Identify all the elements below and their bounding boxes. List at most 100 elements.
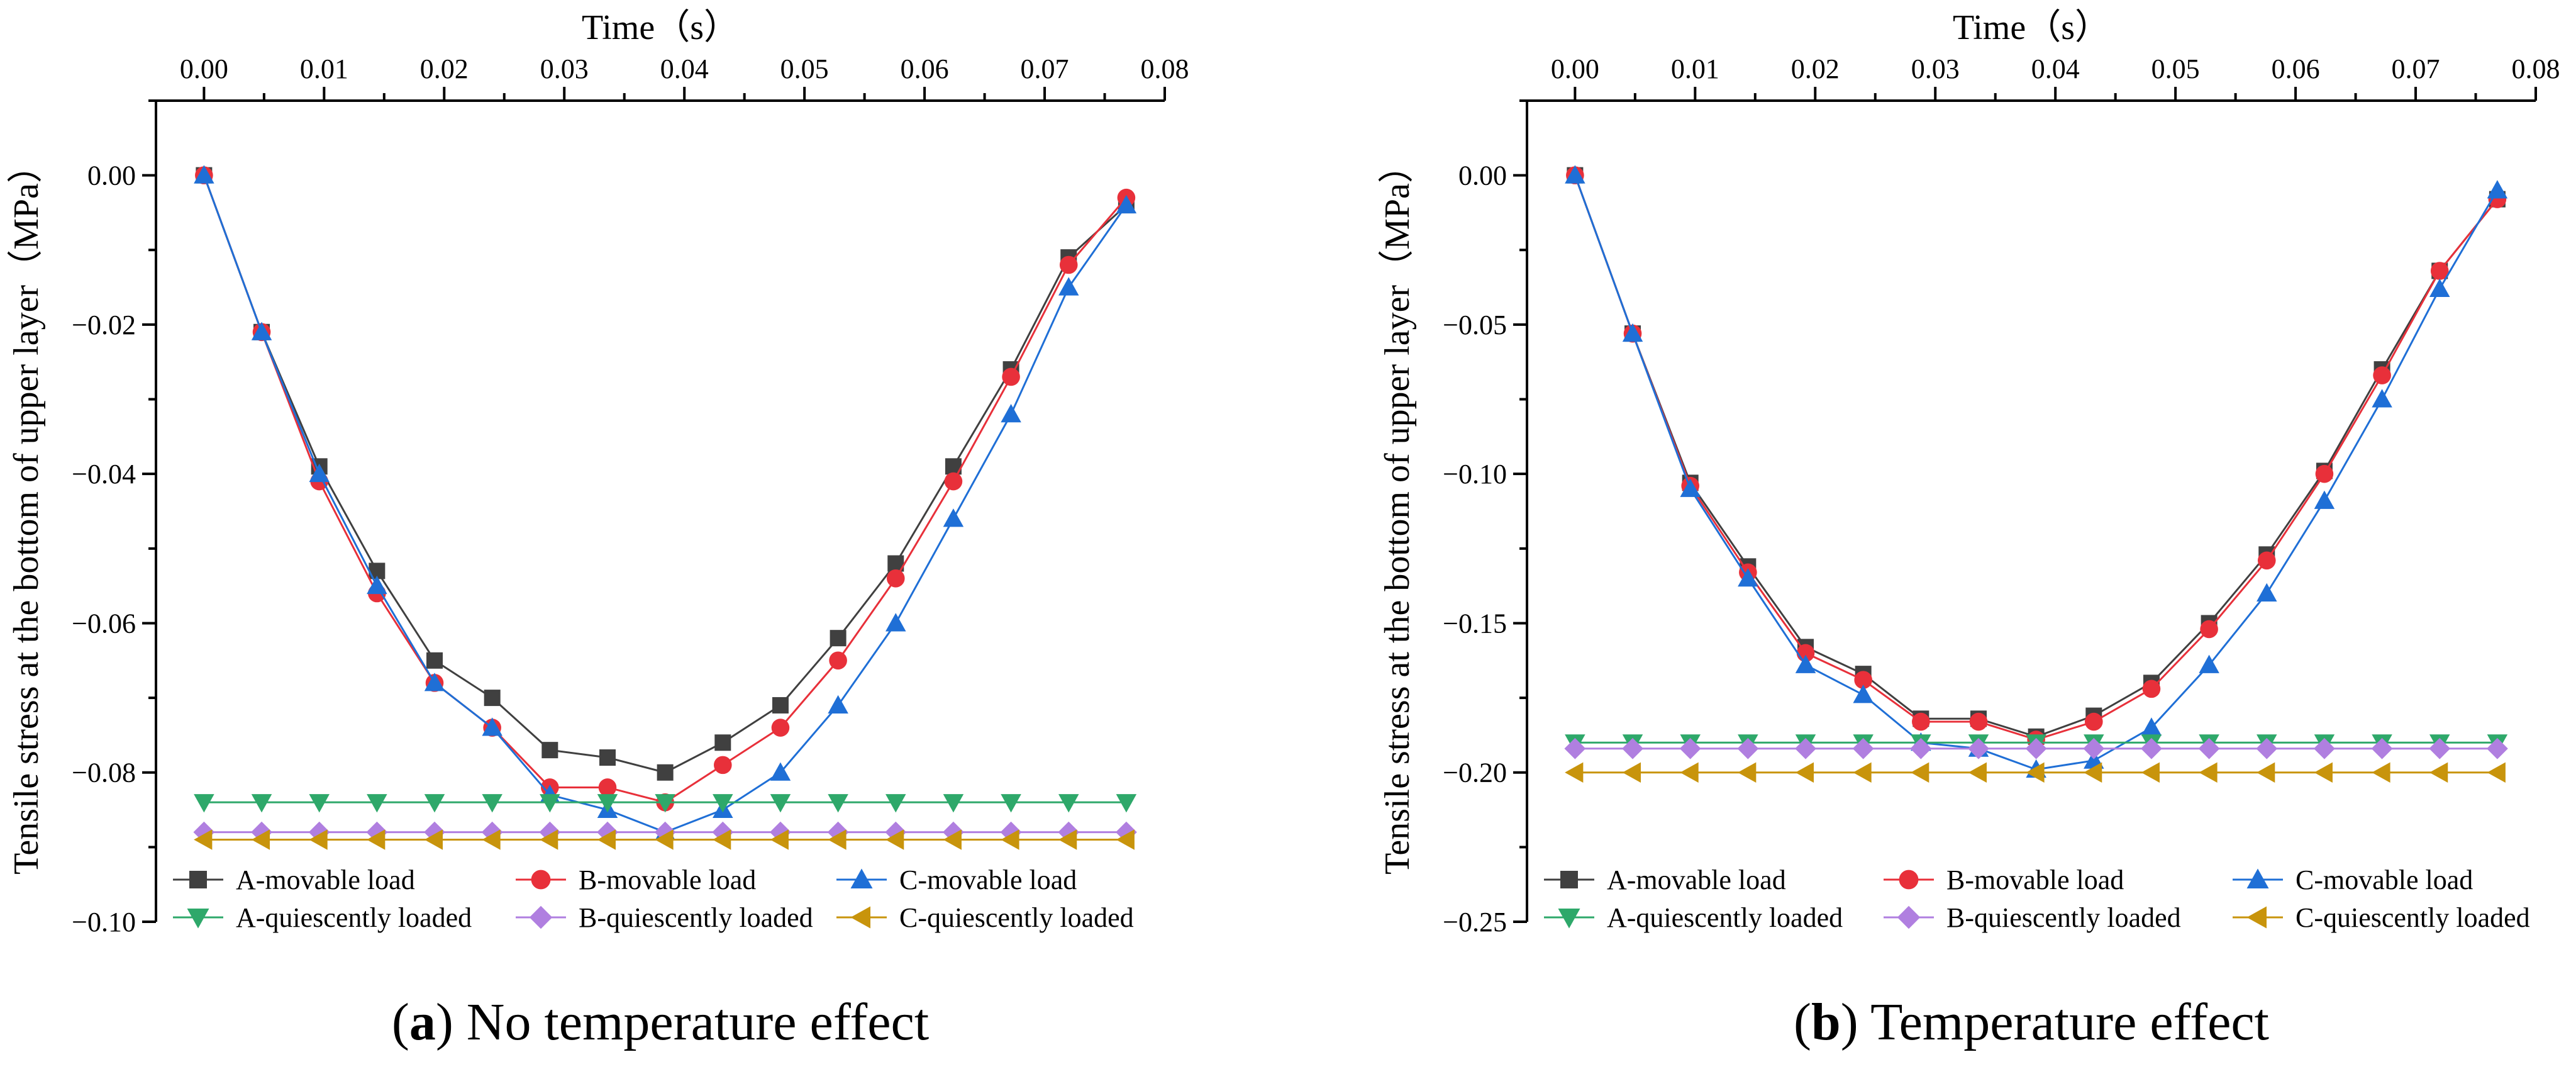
marker-circle <box>713 756 732 775</box>
marker-diamond <box>529 905 553 929</box>
legend-label: A-movable load <box>1607 865 1786 895</box>
marker-triangle-up <box>943 508 964 527</box>
y-tick-label: −0.02 <box>72 310 136 340</box>
marker-diamond <box>1058 821 1080 843</box>
marker-triangle-up <box>2372 389 2392 408</box>
marker-triangle-left <box>1795 762 1814 783</box>
marker-diamond <box>2371 737 2393 759</box>
marker-diamond <box>1968 737 1989 759</box>
marker-circle <box>2430 262 2449 280</box>
marker-triangle-left <box>1911 762 1929 783</box>
marker-triangle-down <box>886 794 906 813</box>
series-line <box>1574 175 2499 741</box>
x-tick-label: 0.01 <box>300 53 348 84</box>
marker-triangle-down <box>828 794 848 813</box>
x-tick-label: 0.06 <box>901 53 949 84</box>
caption-text: No temperature effect <box>467 993 929 1051</box>
marker-circle <box>1854 671 1872 689</box>
marker-triangle-left <box>2084 762 2102 783</box>
panel-caption: (b) Temperature effect <box>1794 993 2269 1051</box>
y-tick-label: 0.00 <box>1458 160 1507 191</box>
panel-caption: (a) No temperature effect <box>392 993 929 1051</box>
marker-triangle-down <box>540 794 560 813</box>
legend-item: C-quiescently loaded <box>2233 902 2530 933</box>
marker-triangle-left <box>2314 762 2333 783</box>
marker-triangle-up <box>309 463 330 483</box>
marker-triangle-up <box>1565 165 1585 184</box>
series-line <box>1574 175 2499 738</box>
marker-circle <box>2200 620 2218 639</box>
legend-item: A-movable load <box>173 865 415 895</box>
marker-diamond <box>251 821 272 843</box>
caption-paren-open: ( <box>392 993 409 1051</box>
marker-diamond <box>2198 737 2220 759</box>
marker-triangle-left <box>482 829 501 850</box>
marker-diamond <box>308 821 330 843</box>
x-tick-label: 0.06 <box>2272 53 2320 84</box>
marker-diamond <box>539 821 561 843</box>
x-axis-title: Time（s） <box>582 8 739 47</box>
marker-square <box>189 871 207 888</box>
y-tick-label: −0.20 <box>1443 758 1507 788</box>
marker-triangle-left <box>943 829 962 850</box>
caption-letter: b <box>1811 993 1841 1051</box>
marker-triangle-up <box>1622 323 1643 342</box>
y-tick-label: −0.10 <box>72 907 136 937</box>
marker-square <box>772 697 789 714</box>
series-b-quiescently-loaded <box>1564 737 2508 759</box>
marker-diamond <box>1000 821 1022 843</box>
marker-square <box>830 630 847 647</box>
caption-letter: a <box>409 993 436 1051</box>
marker-diamond <box>193 821 215 843</box>
marker-triangle-up <box>770 762 791 781</box>
marker-triangle-left <box>1058 829 1077 850</box>
marker-triangle-left <box>2026 762 2045 783</box>
marker-triangle-up <box>2257 583 2277 602</box>
marker-triangle-down <box>194 794 214 813</box>
y-axis-title: Tensile stress at the bottom of upper la… <box>7 148 46 875</box>
legend-item: C-movable load <box>2233 865 2473 895</box>
marker-triangle-up <box>482 717 502 736</box>
series-c-quiescently-loaded <box>1565 762 2506 783</box>
marker-triangle-up <box>251 322 272 340</box>
marker-triangle-up <box>424 673 445 691</box>
marker-diamond <box>1852 737 1874 759</box>
marker-diamond <box>654 821 676 843</box>
marker-square <box>599 749 616 766</box>
marker-triangle-left <box>2257 762 2275 783</box>
marker-circle <box>886 569 905 588</box>
marker-diamond <box>2429 737 2451 759</box>
x-tick-label: 0.04 <box>660 53 709 84</box>
marker-triangle-left <box>770 829 789 850</box>
marker-triangle-left <box>1001 829 1019 850</box>
marker-triangle-up <box>1738 568 1758 587</box>
x-tick-label: 0.05 <box>780 53 829 84</box>
marker-diamond <box>366 821 388 843</box>
x-tick-label: 0.00 <box>1551 53 1599 84</box>
marker-circle <box>2142 680 2161 698</box>
marker-triangle-up <box>1001 404 1021 423</box>
marker-triangle-up <box>1116 194 1137 214</box>
marker-triangle-left <box>2246 906 2267 929</box>
marker-diamond <box>2141 737 2162 759</box>
marker-diamond <box>1737 737 1759 759</box>
marker-triangle-up <box>886 613 906 632</box>
series-c-quiescently-loaded <box>194 829 1135 850</box>
legend-label: C-quiescently loaded <box>2296 902 2530 933</box>
marker-circle <box>2257 551 2276 570</box>
series-c-movable-load <box>194 165 1137 841</box>
marker-triangle-down <box>251 794 272 813</box>
legend-item: A-quiescently loaded <box>1544 902 1843 933</box>
marker-triangle-left <box>2487 762 2506 783</box>
marker-triangle-up <box>2487 180 2508 199</box>
marker-triangle-left <box>367 829 386 850</box>
marker-diamond <box>1679 737 1701 759</box>
series-a-movable-load <box>1567 167 2506 745</box>
marker-circle <box>2373 366 2391 384</box>
marker-circle <box>2315 464 2334 483</box>
marker-triangle-left <box>1968 762 1987 783</box>
marker-diamond <box>2025 737 2047 759</box>
legend-label: C-quiescently loaded <box>899 902 1134 933</box>
y-tick-label: −0.15 <box>1443 608 1507 639</box>
